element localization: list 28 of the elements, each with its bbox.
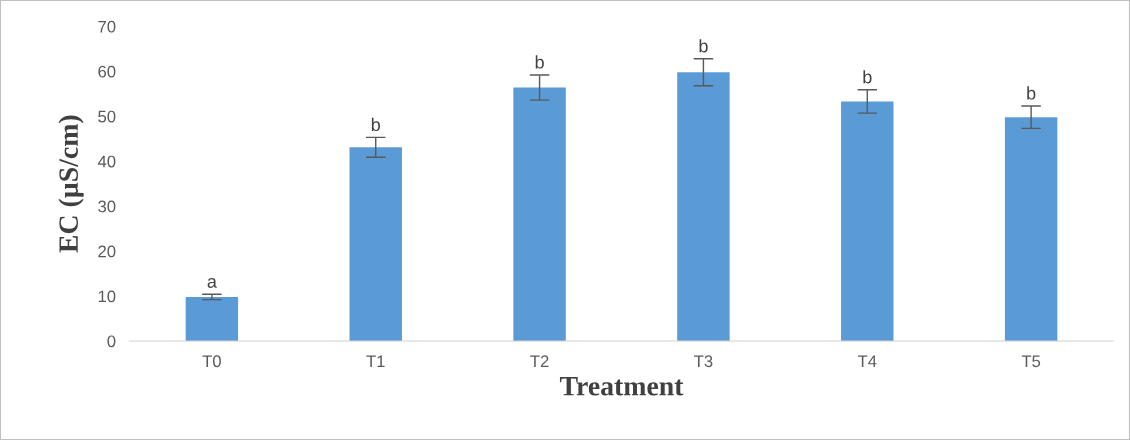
annotation: b xyxy=(863,70,872,84)
y-tick-label: 30 xyxy=(98,200,116,213)
annotation: b xyxy=(699,39,708,53)
annotation: b xyxy=(371,117,380,132)
annotation: b xyxy=(1027,86,1036,100)
annotation: b xyxy=(535,55,544,69)
y-tick-label: 70 xyxy=(98,20,116,33)
y-tick-label: 0 xyxy=(107,335,116,348)
x-tick-label: T5 xyxy=(1021,355,1041,368)
y-tick-label: 50 xyxy=(98,110,116,123)
bar xyxy=(513,87,566,341)
bar xyxy=(185,296,239,341)
bar xyxy=(677,72,730,341)
x-tick-label: T2 xyxy=(530,355,549,367)
annotation: a xyxy=(207,278,217,288)
x-tick-label: T4 xyxy=(857,355,877,367)
x-tick-label: T0 xyxy=(202,355,221,368)
x-tick-label: T1 xyxy=(366,355,385,367)
bar xyxy=(1004,117,1058,341)
bar xyxy=(841,101,894,341)
x-tick-label: T3 xyxy=(694,355,713,368)
x-axis-title: Treatment xyxy=(559,377,684,396)
y-tick-label: 40 xyxy=(97,155,116,168)
bar xyxy=(349,147,402,341)
y-tick-label: 20 xyxy=(98,245,116,258)
y-tick-label: 60 xyxy=(98,65,116,78)
y-tick-label: 10 xyxy=(98,290,116,303)
y-axis-title: EC (µS/cm) xyxy=(58,115,84,253)
